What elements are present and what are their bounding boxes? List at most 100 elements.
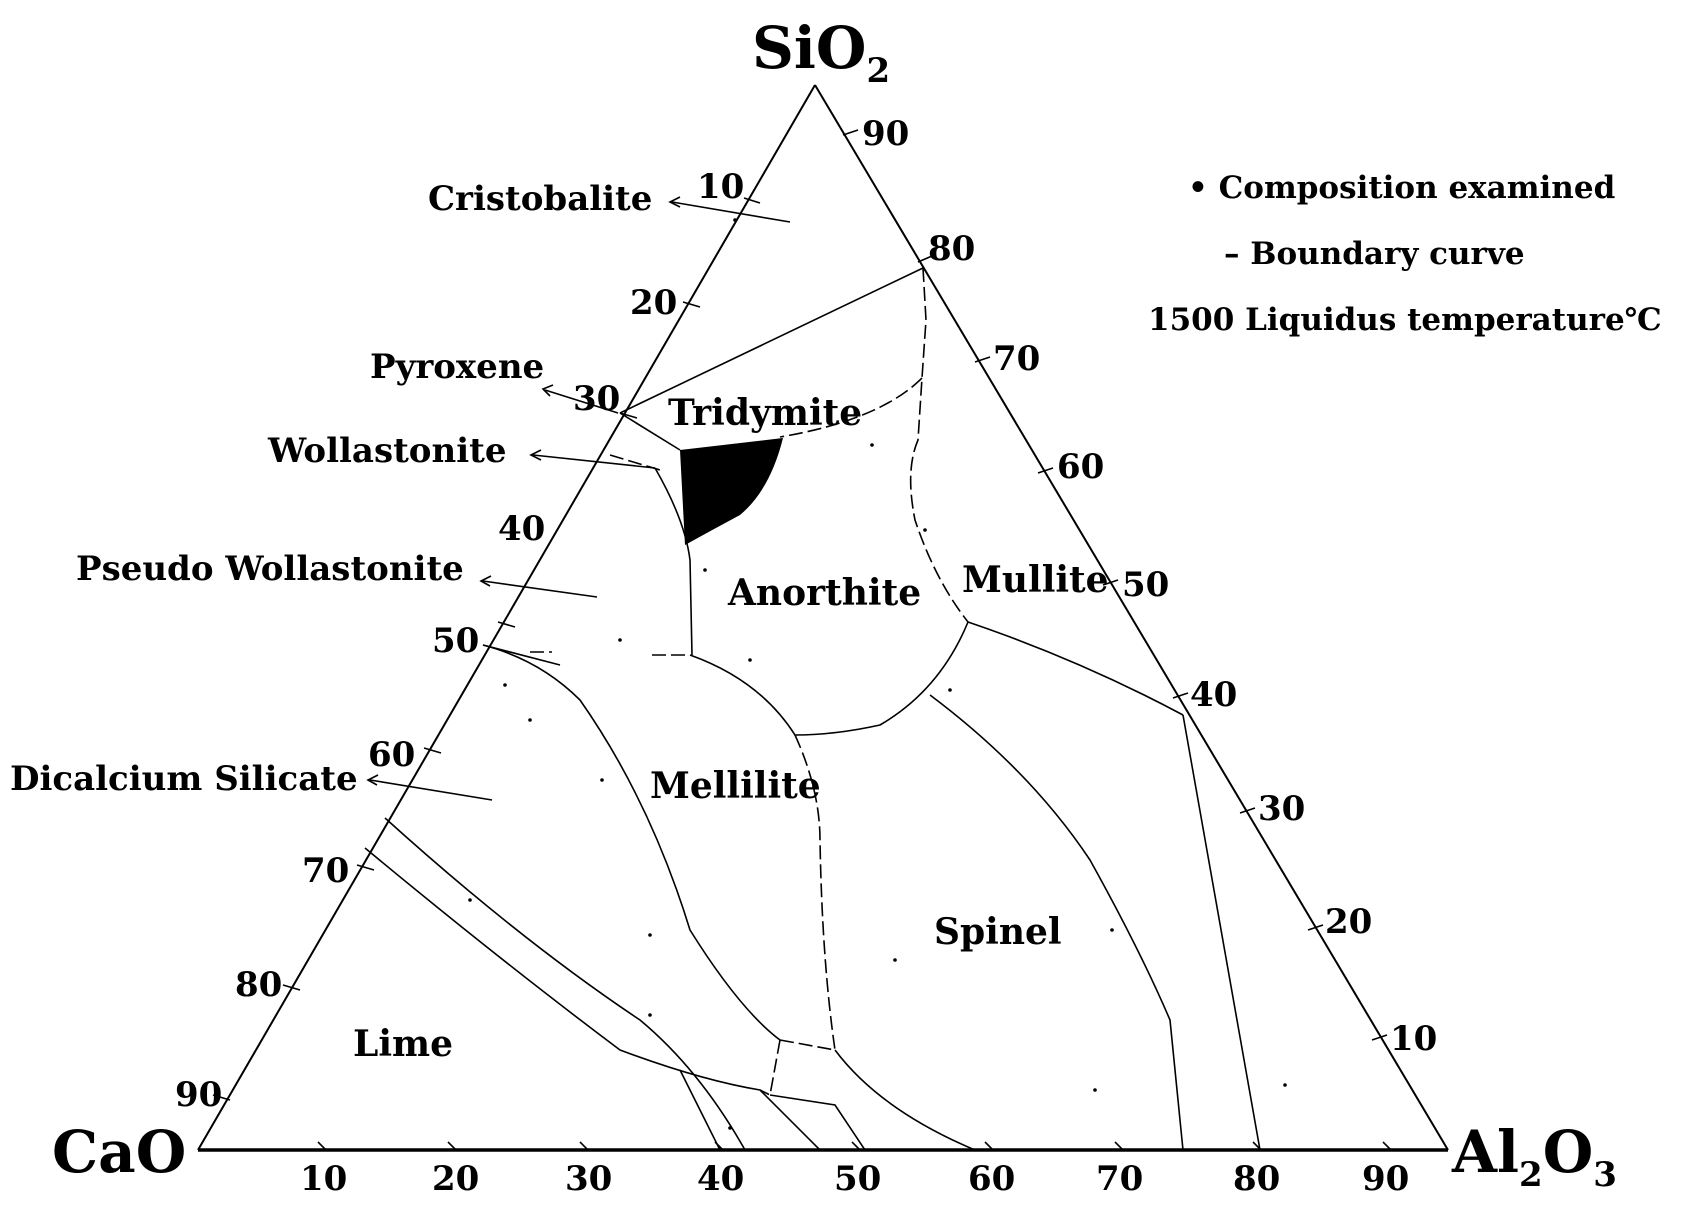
phase-label-pseudo-wollastonite: Pseudo Wollastonite	[76, 549, 464, 589]
tick-mark	[282, 984, 301, 991]
composition-point	[948, 688, 952, 692]
composition-point	[870, 443, 874, 447]
composition-point	[468, 898, 472, 902]
tick-mark	[974, 356, 991, 363]
boundary-curve	[482, 644, 781, 1041]
triangle-frame	[197, 84, 1449, 1152]
pointer-arrow	[369, 779, 493, 801]
arrow-head	[479, 575, 492, 587]
boundary-curve	[967, 621, 1184, 716]
tick-mark	[682, 301, 701, 308]
vertex-label-cao: CaO	[52, 1118, 186, 1186]
tick-mark	[1114, 1141, 1124, 1151]
region-label-anorthite: Anorthite	[727, 572, 921, 614]
boundary-curve	[779, 377, 923, 438]
tick-label: 90	[175, 1075, 222, 1115]
composition-examined-region	[680, 438, 783, 545]
boundary-curve	[619, 412, 681, 451]
tick-mark	[1307, 924, 1324, 931]
tick-mark	[851, 1141, 861, 1151]
vertex-label-al2o3: Al2O3	[1451, 1118, 1617, 1195]
legend-liquidus: 1500 Liquidus temperature℃	[1148, 302, 1662, 338]
composition-point	[1283, 1083, 1287, 1087]
composition-point	[1110, 928, 1114, 932]
tick-label: 40	[1190, 675, 1237, 715]
region-label-spinel: Spinel	[934, 911, 1062, 953]
composition-point	[618, 638, 622, 642]
tick-mark	[1239, 807, 1256, 814]
tick-label: 90	[1362, 1159, 1409, 1199]
composition-points	[468, 218, 1287, 1130]
legend: • Composition examined – Boundary curve …	[1148, 170, 1662, 338]
tick-label: 80	[928, 229, 975, 269]
boundary-curve	[364, 847, 821, 1151]
arrow-head	[541, 384, 554, 397]
tick-mark	[497, 621, 516, 628]
tick-mark	[1371, 1034, 1388, 1041]
tick-mark	[447, 1141, 457, 1151]
composition-point	[923, 528, 927, 532]
tick-label: 60	[1057, 447, 1104, 487]
tick-label: 70	[302, 851, 349, 891]
arrow-head	[366, 774, 379, 786]
tick-mark	[842, 129, 859, 136]
composition-point	[648, 1013, 652, 1017]
region-label-tridymite: Tridymite	[668, 392, 862, 434]
tick-label: 80	[235, 965, 282, 1005]
tick-mark	[1102, 579, 1119, 586]
tick-label: 60	[968, 1159, 1015, 1199]
phase-label-wollastonite: Wollastonite	[267, 431, 506, 471]
boundary-curve	[929, 694, 1184, 1151]
tick-label: 10	[697, 167, 744, 207]
right-edge	[814, 84, 1449, 1151]
tick-mark	[743, 197, 761, 204]
legend-boundary: – Boundary curve	[1224, 236, 1525, 272]
tick-mark	[423, 747, 442, 754]
tick-label: 70	[1096, 1159, 1143, 1199]
tick-mark	[984, 1141, 994, 1151]
left-edge	[197, 84, 816, 1151]
tick-label: 90	[862, 114, 909, 154]
tick-label: 50	[834, 1159, 881, 1199]
tick-mark	[579, 1141, 589, 1151]
region-labels: Tridymite Anorthite Mullite Mellilite Sp…	[353, 392, 1109, 1065]
region-label-mellilite: Mellilite	[650, 765, 821, 807]
left-edge-ticks: 10 20 30 40 50 60 70 80 90	[175, 167, 744, 1115]
tick-label: 20	[1325, 902, 1372, 942]
boundary-curve	[619, 267, 924, 414]
composition-point	[728, 1126, 732, 1130]
composition-point	[503, 683, 507, 687]
phase-label-cristobalite: Cristobalite	[428, 179, 652, 219]
tick-label: 40	[697, 1159, 744, 1199]
boundary-curve	[834, 1049, 976, 1151]
composition-point	[528, 718, 532, 722]
region-label-lime: Lime	[353, 1023, 453, 1065]
tick-label: 30	[573, 379, 620, 419]
tick-label: 30	[565, 1159, 612, 1199]
boundary-curves	[364, 267, 1261, 1151]
tick-mark	[1037, 467, 1054, 474]
boundary-curve	[794, 734, 836, 1051]
arrow-head	[529, 449, 542, 461]
region-label-mullite: Mullite	[962, 559, 1109, 601]
boundary-curve	[654, 467, 693, 656]
phase-label-pyroxene: Pyroxene	[370, 347, 544, 387]
tick-label: 80	[1233, 1159, 1280, 1199]
right-edge-ticks: 90 80 70 60 50 40 30 20 10	[862, 114, 1437, 1059]
tick-label: 20	[432, 1159, 479, 1199]
tick-marks	[212, 129, 1392, 1151]
boundary-curve	[689, 621, 969, 736]
boundary-curve	[769, 1094, 866, 1151]
tick-mark	[917, 255, 933, 263]
tick-label: 50	[1122, 565, 1169, 605]
boundary-curve	[679, 1069, 721, 1151]
tick-mark	[212, 1094, 231, 1101]
boundary-curve	[384, 817, 746, 1151]
phase-labels: Cristobalite Pyroxene Wollastonite Pseud…	[10, 179, 652, 799]
pointer-arrow	[671, 201, 791, 223]
boundary-curve	[779, 1039, 836, 1051]
tick-label: 60	[368, 735, 415, 775]
boundary-curve	[909, 267, 969, 623]
pointer-arrow	[532, 454, 656, 469]
